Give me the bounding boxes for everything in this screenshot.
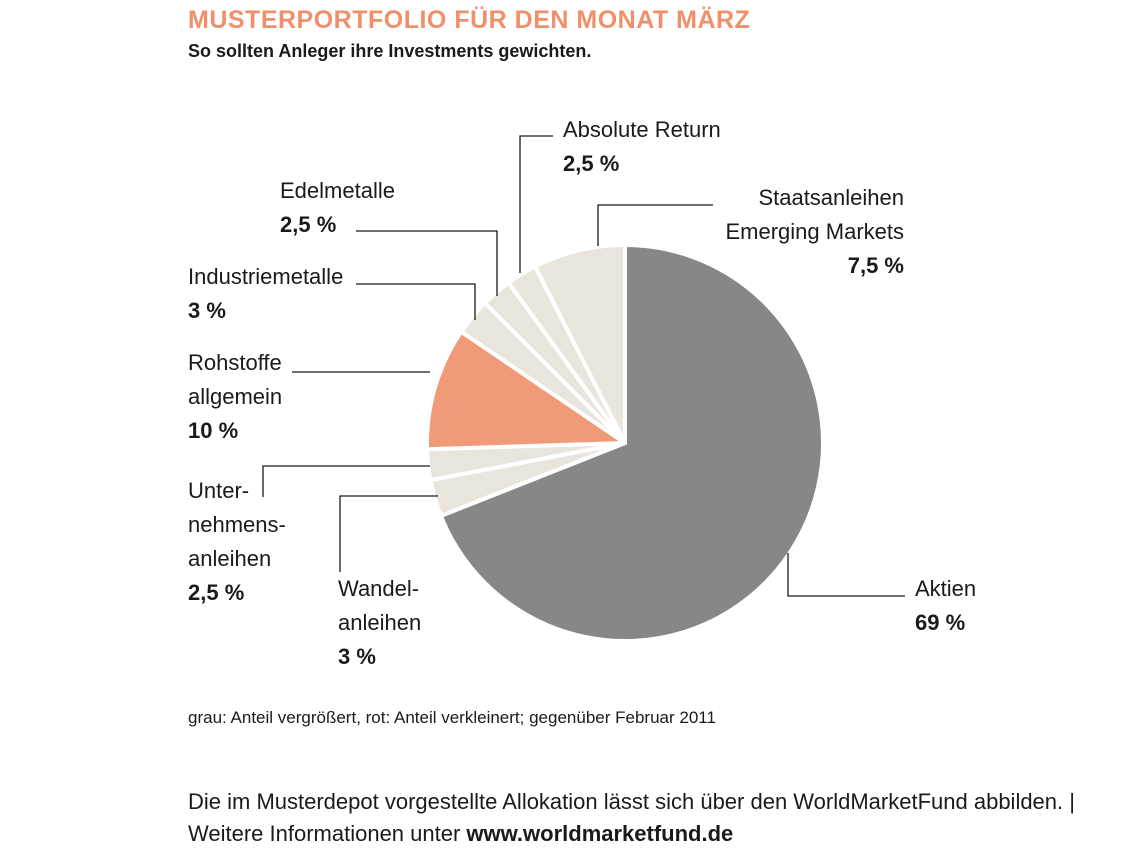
slice-name-wandelanleihen-2: anleihen (338, 610, 422, 635)
slice-label-staatsanleihen: Staatsanleihen Emerging Markets 7,5 % (690, 181, 904, 283)
pie-slice-rohstoffe (425, 329, 627, 452)
footer-text: Die im Musterdepot vorgestellte Allokati… (188, 786, 1088, 850)
slice-label-unternehmensanleihen: Unter- nehmens- anleihen 2,5 % (188, 474, 286, 610)
leader-line-aktien (787, 553, 905, 597)
slice-name-absolute-return: Absolute Return (563, 117, 721, 142)
slice-label-industriemetalle: Industriemetalle 3 % (188, 260, 343, 328)
leader-line-staatsanleihen (597, 204, 713, 246)
slice-name-rohstoffe-2: allgemein (188, 384, 283, 409)
slice-value-absolute-return: 2,5 % (563, 151, 620, 176)
leader-line-unternehmensanleihen (262, 465, 430, 497)
slice-label-absolute-return: Absolute Return 2,5 % (563, 113, 721, 181)
slice-name-industriemetalle: Industriemetalle (188, 264, 344, 289)
chart-subtitle: So sollten Anleger ihre Investments gewi… (188, 41, 592, 61)
footer-link[interactable]: www.worldmarketfund.de (466, 821, 734, 846)
slice-name-aktien: Aktien (915, 576, 977, 601)
slice-name-wandelanleihen-1: Wandel- (338, 576, 420, 601)
slice-name-staatsanleihen-1: Staatsanleihen (758, 185, 904, 210)
leader-line-absolute-return (519, 135, 553, 273)
slice-value-industriemetalle: 3 % (188, 298, 226, 323)
slice-name-unternehmensanleihen-3: anleihen (188, 546, 272, 571)
footer-description: Die im Musterdepot vorgestellte Allokati… (188, 789, 1075, 846)
slice-label-aktien: Aktien 69 % (915, 572, 976, 640)
slice-value-wandelanleihen: 3 % (338, 644, 376, 669)
slice-name-unternehmensanleihen-2: nehmens- (188, 512, 286, 537)
legend-note: grau: Anteil vergrößert, rot: Anteil ver… (188, 708, 716, 727)
slice-value-staatsanleihen: 7,5 % (847, 253, 904, 278)
slice-value-edelmetalle: 2,5 % (280, 212, 337, 237)
slice-value-unternehmensanleihen: 2,5 % (188, 580, 245, 605)
slice-name-rohstoffe-1: Rohstoffe (188, 350, 282, 375)
slice-label-rohstoffe: Rohstoffe allgemein 10 % (188, 346, 282, 448)
chart-title: MUSTERPORTFOLIO FÜR DEN MONAT MÄRZ (188, 6, 751, 34)
slice-label-edelmetalle: Edelmetalle 2,5 % (280, 174, 395, 242)
slice-name-unternehmensanleihen-1: Unter- (188, 478, 250, 503)
leader-line-edelmetalle (356, 230, 498, 296)
pie-slice-staatsanleihen (533, 243, 627, 445)
slice-name-edelmetalle: Edelmetalle (280, 178, 395, 203)
slice-value-rohstoffe: 10 % (188, 418, 239, 443)
pie-slice-aktien (438, 243, 825, 643)
slice-label-wandelanleihen: Wandel- anleihen 3 % (338, 572, 421, 674)
leader-line-industriemetalle (356, 283, 476, 320)
leader-line-wandelanleihen (339, 495, 438, 572)
slice-value-aktien: 69 % (915, 610, 966, 635)
slice-name-staatsanleihen-2: Emerging Markets (725, 219, 904, 244)
